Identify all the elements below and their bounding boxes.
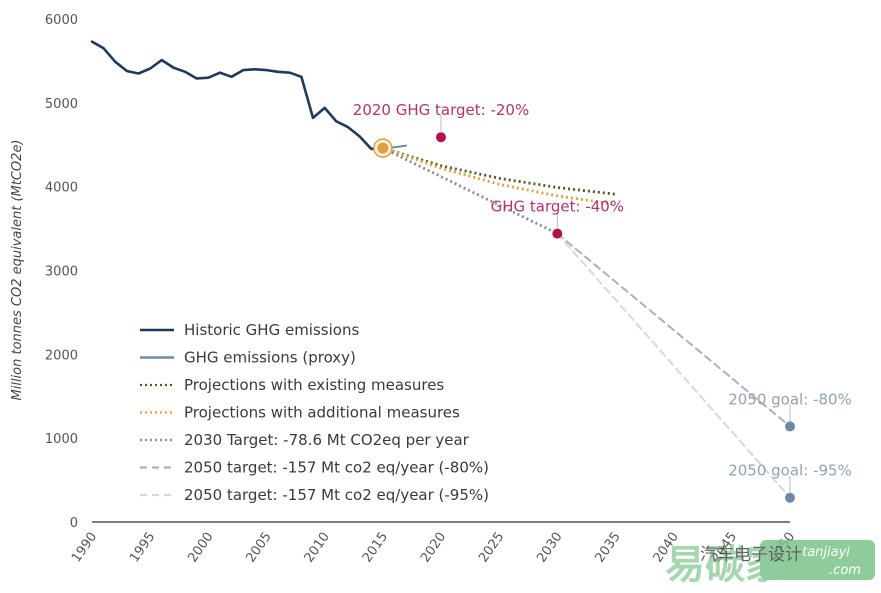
watermark: 易碳家 汽车电子设计 tanjiayi .com bbox=[665, 540, 875, 588]
y-axis-label: Million tonnes CO2 equivalent (MtCO2e) bbox=[10, 139, 25, 400]
legend-label: 2050 target: -157 Mt co2 eq/year (-80%) bbox=[184, 459, 489, 477]
legend-label: Projections with existing measures bbox=[184, 376, 444, 394]
y-axis: 0 1000 2000 3000 4000 5000 6000 bbox=[45, 13, 78, 531]
legend-label: 2030 Target: -78.6 Mt CO2eq per year bbox=[184, 431, 470, 449]
annotation-2030-target: GHG target: -40% bbox=[491, 198, 624, 216]
watermark-badge bbox=[760, 540, 875, 580]
x-tick-label: 2025 bbox=[476, 530, 507, 566]
x-tick-label: 2035 bbox=[593, 530, 624, 566]
y-tick-label: 1000 bbox=[45, 432, 78, 447]
x-tick-label: 2020 bbox=[418, 530, 449, 566]
y-tick-label: 4000 bbox=[45, 181, 78, 196]
y-tick-label: 5000 bbox=[45, 97, 78, 112]
watermark-domain-prefix: tanjiayi bbox=[802, 545, 850, 560]
target-marker-2050-goal-95 bbox=[785, 492, 795, 503]
watermark-caption: 汽车电子设计 bbox=[700, 545, 802, 565]
series-projections-with-additional-measures bbox=[382, 146, 616, 206]
series-2050-target-157-mt-co2-eq-year-80 bbox=[556, 232, 791, 428]
legend-label: 2050 target: -157 Mt co2 eq/year (-95%) bbox=[184, 486, 489, 504]
y-tick-label: 3000 bbox=[45, 265, 78, 280]
x-tick-label: 2030 bbox=[534, 530, 565, 566]
x-tick-label: 1995 bbox=[127, 530, 158, 566]
series-2050-target-157-mt-co2-eq-year-95 bbox=[556, 232, 791, 499]
x-tick-label: 2010 bbox=[302, 530, 333, 566]
legend-label: Projections with additional measures bbox=[184, 404, 460, 422]
target-marker-2030-target bbox=[552, 228, 563, 239]
legend: Historic GHG emissions GHG emissions (pro… bbox=[140, 321, 489, 504]
marker-layer: 2020 GHG target: -20% GHG target: -40% 205… bbox=[353, 101, 852, 503]
series-layer bbox=[90, 40, 791, 499]
legend-label: Historic GHG emissions bbox=[184, 321, 359, 339]
x-tick-label: 1990 bbox=[69, 530, 100, 566]
current-marker bbox=[377, 142, 389, 154]
y-tick-label: 0 bbox=[70, 516, 78, 531]
y-tick-label: 2000 bbox=[45, 348, 78, 363]
x-tick-label: 2015 bbox=[360, 530, 391, 566]
annotation-2050-goal-95: 2050 goal: -95% bbox=[728, 462, 852, 480]
x-tick-label: 2005 bbox=[244, 530, 275, 566]
annotation-2020-target: 2020 GHG target: -20% bbox=[353, 101, 529, 119]
watermark-logo: 易碳家 bbox=[665, 542, 785, 588]
target-marker-2020-target bbox=[436, 132, 446, 143]
series-2030-target-78-6-mt-co2eq-per-year bbox=[382, 146, 558, 235]
x-tick-label: 2000 bbox=[185, 530, 216, 566]
series-historic-ghg-emissions bbox=[90, 40, 385, 151]
watermark-domain-suffix: .com bbox=[829, 563, 861, 578]
y-tick-label: 6000 bbox=[45, 13, 78, 28]
annotation-2050-goal-80: 2050 goal: -80% bbox=[728, 390, 852, 408]
target-marker-2050-goal-80 bbox=[785, 421, 795, 432]
legend-label: GHG emissions (proxy) bbox=[184, 349, 356, 367]
series-projections-with-existing-measures bbox=[382, 146, 616, 196]
